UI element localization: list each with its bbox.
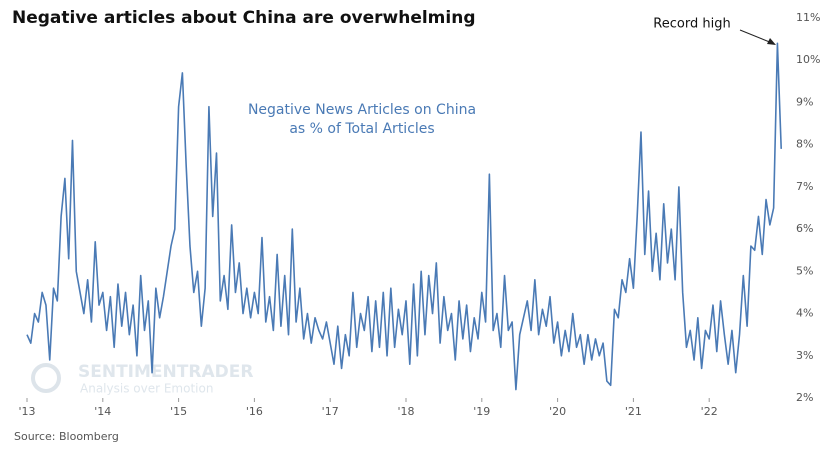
x-tick-label: '22 [701,405,718,418]
y-tick-label: 7% [796,180,813,193]
x-tick-label: '17 [322,405,339,418]
data-line [26,42,783,391]
y-tick-label: 3% [796,349,813,362]
x-tick-label: '15 [170,405,187,418]
y-tick-label: 9% [796,95,813,108]
y-tick-label: 2% [796,391,813,404]
y-tick-label: 10% [796,53,820,66]
watermark-logo [31,363,61,393]
y-tick-label: 4% [796,307,813,320]
y-tick-label: 6% [796,222,813,235]
arrow-head [767,38,776,45]
subtitle: as % of Total Articles [289,121,434,137]
x-tick-label: '18 [397,405,414,418]
annotation-arrow [739,29,773,44]
watermark: SENTIMENTRADER [78,362,253,382]
x-tick-label: '20 [549,405,566,418]
annotation: Record high [653,17,730,32]
x-tick-label: '16 [246,405,263,418]
x-tick-label: '14 [94,405,111,418]
source: Source: Bloomberg [14,430,119,443]
y-tick-label: 11% [796,11,820,24]
y-tick-label: 8% [796,138,813,151]
x-tick-label: '13 [18,405,35,418]
y-tick-label: 5% [796,264,813,277]
subtitle: Negative News Articles on China [248,102,476,118]
x-tick-label: '19 [473,405,490,418]
watermark: Analysis over Emotion [80,382,213,396]
chart-title: Negative articles about China are overwh… [12,8,475,28]
x-tick-label: '21 [625,405,642,418]
